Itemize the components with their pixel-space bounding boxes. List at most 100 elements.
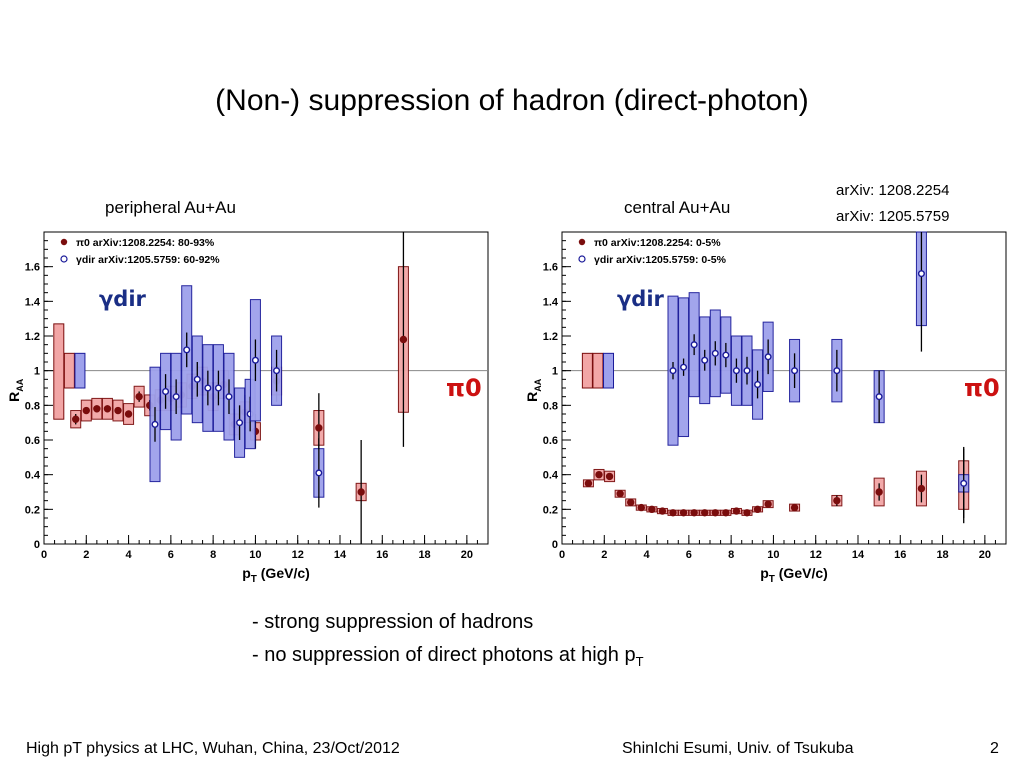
plot-frame <box>561 231 1007 545</box>
pi0-data-point <box>722 509 730 517</box>
pi0-data-point <box>627 498 635 507</box>
x-tick-label: 10 <box>249 549 261 561</box>
pi0-data-point <box>124 410 133 418</box>
normalization-box <box>603 352 615 389</box>
y-tick-label: 0.2 <box>25 504 40 516</box>
arxiv-ref-2: arXiv: 1205.5759 <box>836 208 950 225</box>
y-tick-label: 0.8 <box>543 400 558 412</box>
x-tick-label: 4 <box>644 549 651 561</box>
gamma-data-point <box>669 367 677 375</box>
gamma-data-point <box>251 356 259 364</box>
gamma-data-point <box>151 420 159 428</box>
pi0-data-point <box>743 509 751 517</box>
gamma-data-point <box>833 367 841 375</box>
x-tick-label: 10 <box>767 549 779 561</box>
slide-title: (Non-) suppression of hadron (direct-pho… <box>215 84 809 117</box>
normalization-box <box>581 352 593 389</box>
legend-marker-pi0 <box>578 238 586 246</box>
y-tick-label: 0.2 <box>543 504 558 516</box>
panel-label-central: central Au+Au <box>624 198 731 217</box>
y-tick-label: 1.6 <box>543 262 558 274</box>
pi0-data-point <box>93 405 101 413</box>
x-tick-label: 8 <box>728 549 734 561</box>
x-axis-label: pT (GeV/c) <box>242 565 310 585</box>
pi0-data-point <box>790 503 799 512</box>
pi0-data-point <box>669 509 677 517</box>
gamma-data-point <box>204 384 212 392</box>
pi0-label: π0 <box>964 374 1000 402</box>
pi0-data-point <box>658 507 667 515</box>
pi0-data-point <box>72 415 80 423</box>
legend-entry: π0 arXiv:1208.2254: 80-93% <box>76 237 215 249</box>
pi0-data-point <box>648 505 656 514</box>
footer-author: ShinIchi Esumi, Univ. of Tsukuba <box>622 740 854 757</box>
x-tick-label: 12 <box>292 549 304 561</box>
gamma-data-point <box>960 479 968 487</box>
gamma-data-point <box>875 393 883 401</box>
normalization-box <box>74 352 86 389</box>
gamma-data-point <box>183 346 191 354</box>
y-tick-label: 0.8 <box>25 400 40 412</box>
x-tick-label: 12 <box>810 549 822 561</box>
pi0-data-point <box>690 509 698 517</box>
x-tick-label: 2 <box>83 549 89 561</box>
gamma-dir-label: γdir <box>99 287 147 311</box>
y-tick-label: 0.6 <box>543 435 558 447</box>
pi0-data-point <box>875 488 883 496</box>
legend-marker-gamma <box>60 255 68 263</box>
y-tick-label: 1 <box>552 366 558 378</box>
legend-marker-gamma <box>578 255 586 263</box>
pi0-data-point <box>679 509 688 517</box>
gamma-data-point <box>162 387 170 395</box>
y-tick-label: 1 <box>34 366 40 378</box>
bullet-item: - no suppression of direct photons at hi… <box>252 644 644 669</box>
x-tick-label: 16 <box>894 549 906 561</box>
pi0-data-point <box>701 509 709 517</box>
y-tick-label: 1.4 <box>543 296 559 308</box>
bullet-list: - strong suppression of hadrons - no sup… <box>252 606 644 673</box>
gamma-data-point <box>764 353 772 361</box>
x-tick-label: 14 <box>852 549 865 561</box>
gamma-data-point <box>754 381 762 389</box>
x-tick-label: 6 <box>168 549 174 561</box>
pi0-data-point <box>753 505 762 514</box>
y-tick-label: 0 <box>34 539 40 551</box>
pi0-data-point <box>315 424 323 432</box>
gamma-data-point <box>743 367 751 375</box>
normalization-box <box>53 323 65 420</box>
pi0-data-point <box>605 472 614 481</box>
pi0-data-point <box>82 406 90 415</box>
pi0-data-point <box>584 479 593 488</box>
y-tick-label: 1.2 <box>543 331 558 343</box>
pi0-data-point <box>833 496 841 505</box>
footer-event: High pT physics at LHC, Wuhan, China, 23… <box>26 740 400 757</box>
y-axis-label: RAA <box>6 378 25 402</box>
x-tick-label: 14 <box>334 549 347 561</box>
x-tick-label: 0 <box>41 549 47 561</box>
gamma-data-point <box>791 367 799 375</box>
x-tick-label: 18 <box>418 549 430 561</box>
x-axis-label: pT (GeV/c) <box>760 565 828 585</box>
y-tick-label: 0 <box>552 539 558 551</box>
y-tick-label: 1.4 <box>25 296 41 308</box>
x-tick-label: 16 <box>376 549 388 561</box>
gamma-data-point <box>225 393 233 401</box>
footer-page-number: 2 <box>990 740 999 757</box>
gamma-data-point <box>172 393 180 401</box>
pi0-data-point <box>114 406 122 415</box>
y-tick-label: 0.4 <box>25 470 41 482</box>
pi0-label: π0 <box>446 374 482 402</box>
normalization-box <box>63 352 75 389</box>
x-tick-label: 8 <box>210 549 216 561</box>
bullet-item: - strong suppression of hadrons <box>252 611 534 633</box>
gamma-data-point <box>273 367 281 375</box>
x-tick-label: 18 <box>936 549 948 561</box>
x-tick-label: 4 <box>126 549 133 561</box>
y-axis-label: RAA <box>524 378 543 402</box>
pi0-data-point <box>711 509 719 517</box>
y-tick-label: 0.4 <box>543 470 559 482</box>
plot-frame <box>43 231 489 545</box>
gamma-data-point <box>214 384 222 392</box>
raa-chart-peripheral: 0 0.2 0.4 0.6 0.8 1 1.2 1.4 1.6 0 2 4 6 8 10 12 14 16 18 20… <box>6 231 489 585</box>
panel-label-peripheral: peripheral Au+Au <box>105 198 236 217</box>
